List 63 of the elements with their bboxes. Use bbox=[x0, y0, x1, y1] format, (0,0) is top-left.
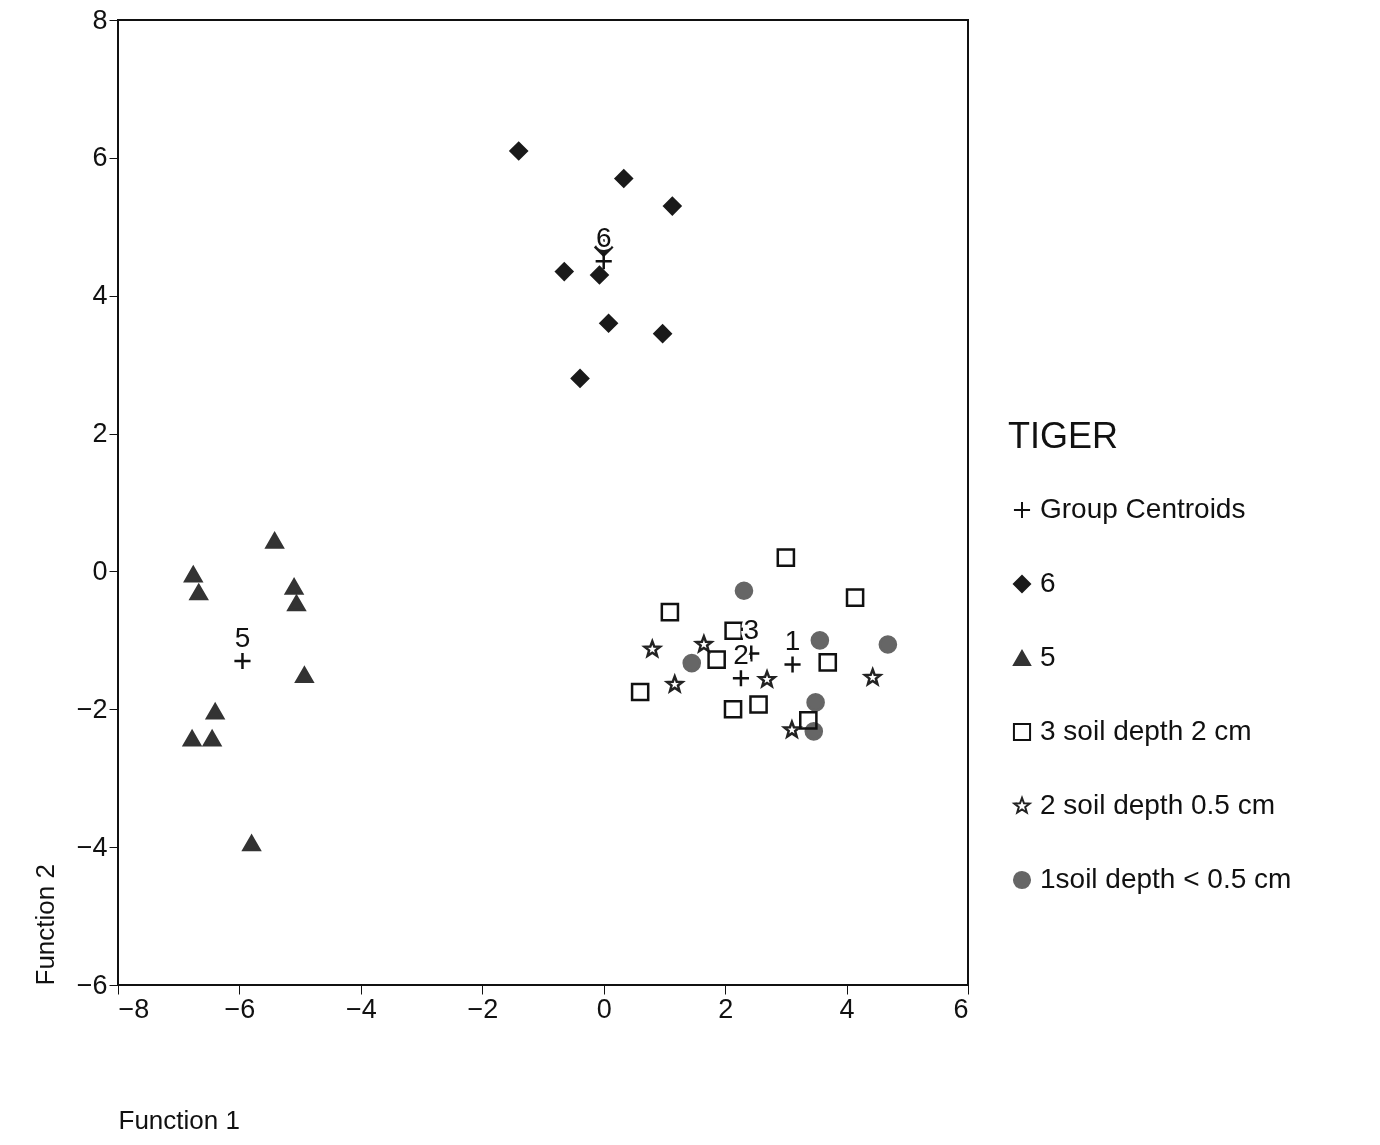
point bbox=[599, 313, 618, 333]
point bbox=[614, 169, 634, 188]
point bbox=[653, 324, 672, 343]
legend-label: 2 soil depth 0.5 cm bbox=[1040, 789, 1276, 820]
point bbox=[660, 602, 680, 622]
legend-title: TIGER bbox=[1008, 415, 1119, 456]
point bbox=[182, 730, 202, 747]
point bbox=[205, 703, 225, 720]
point bbox=[183, 565, 203, 583]
point bbox=[806, 693, 825, 712]
y-tick-label: 0 bbox=[92, 555, 108, 586]
legend-label: 1soil depth < 0.5 cm bbox=[1040, 863, 1292, 894]
x-tick-label: 4 bbox=[839, 993, 855, 1024]
point bbox=[630, 682, 650, 702]
point bbox=[570, 369, 590, 388]
legend-label: 5 bbox=[1040, 641, 1056, 672]
point bbox=[776, 548, 796, 567]
point bbox=[707, 650, 726, 669]
x-tick-label: 0 bbox=[596, 993, 612, 1024]
point bbox=[810, 631, 830, 650]
y-tick-label: −2 bbox=[76, 693, 108, 724]
x-tick-label: −8 bbox=[118, 993, 150, 1024]
y-axis-title: Function 2 bbox=[29, 864, 60, 986]
x-tick-label: −4 bbox=[345, 993, 377, 1024]
point bbox=[284, 578, 304, 595]
x-tick-label: 6 bbox=[953, 993, 969, 1024]
point bbox=[554, 262, 574, 281]
point bbox=[878, 635, 898, 654]
point bbox=[818, 653, 838, 672]
point bbox=[749, 695, 768, 714]
point bbox=[189, 583, 209, 601]
point bbox=[265, 532, 284, 549]
point bbox=[734, 581, 754, 601]
annotation: 1 bbox=[784, 625, 801, 657]
point bbox=[682, 653, 702, 673]
legend-label: Group Centroids bbox=[1040, 493, 1246, 524]
point bbox=[845, 588, 865, 607]
annotation: 5 bbox=[234, 622, 251, 654]
point bbox=[861, 666, 884, 687]
y-tick-label: −4 bbox=[76, 831, 108, 862]
point bbox=[663, 673, 686, 694]
x-tick-label: −6 bbox=[224, 993, 256, 1024]
point bbox=[724, 621, 743, 641]
point bbox=[663, 196, 682, 216]
y-tick-label: 4 bbox=[92, 280, 108, 311]
point bbox=[799, 711, 818, 730]
point bbox=[723, 699, 743, 719]
point bbox=[781, 718, 803, 740]
x-tick-label: 2 bbox=[718, 993, 734, 1024]
legend-label: 3 soil depth 2 cm bbox=[1040, 715, 1252, 746]
point bbox=[295, 666, 314, 684]
point bbox=[242, 834, 261, 852]
y-tick-label: 8 bbox=[92, 4, 108, 35]
point bbox=[202, 730, 222, 747]
y-tick-label: −6 bbox=[76, 969, 108, 1000]
point bbox=[287, 594, 306, 612]
legend-label: 6 bbox=[1040, 567, 1056, 598]
x-axis-title: Function 1 bbox=[118, 1104, 240, 1135]
y-tick-label: 2 bbox=[92, 418, 108, 449]
y-tick-label: 6 bbox=[92, 142, 108, 173]
point bbox=[509, 141, 529, 161]
x-tick-label: −2 bbox=[467, 993, 499, 1024]
point bbox=[590, 265, 609, 285]
